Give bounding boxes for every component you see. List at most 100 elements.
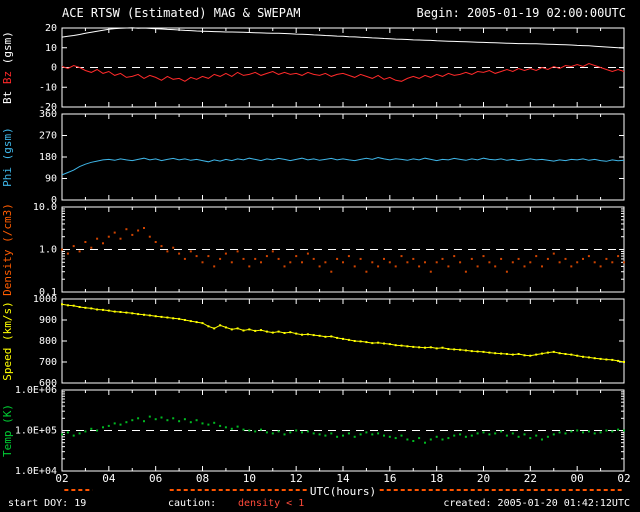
series-point-density (377, 265, 380, 268)
x-tick-label: 18 (430, 472, 443, 485)
series-point-speed (160, 315, 163, 318)
series-point-temp (529, 437, 532, 440)
series-point-temp (207, 423, 210, 426)
series-point-density (447, 265, 450, 268)
series-point-temp (412, 440, 415, 442)
series-point-temp (558, 431, 561, 434)
series-point-speed (125, 311, 128, 314)
caution-label: caution: (168, 498, 217, 509)
series-point-temp (576, 429, 579, 432)
series-point-speed (183, 319, 186, 321)
series-point-speed (529, 354, 532, 357)
series-point-speed (441, 346, 444, 349)
y-tick-label: -20 (39, 102, 57, 113)
series-point-density (301, 261, 303, 264)
series-point-density (412, 257, 415, 260)
series-point-speed (383, 342, 385, 345)
series-point-temp (459, 433, 462, 436)
series-point-temp (488, 433, 491, 436)
series-point-density (342, 261, 344, 264)
series-point-density (248, 265, 251, 268)
series-point-speed (412, 345, 415, 348)
series-point-speed (582, 355, 584, 358)
series-point-density (289, 261, 292, 264)
series-point-density (623, 261, 625, 264)
series-point-speed (599, 357, 602, 360)
series-point-density (570, 265, 573, 268)
y-axis-label: Speed (km/s) (1, 301, 14, 380)
x-tick-label: 20 (477, 472, 490, 485)
series-point-temp (418, 437, 421, 440)
series-point-temp (160, 416, 163, 419)
series-point-speed (476, 350, 479, 353)
series-point-temp (102, 426, 104, 429)
series-point-density (541, 265, 543, 268)
x-tick-label: 12 (290, 472, 303, 485)
series-point-density (201, 261, 204, 264)
series-point-temp (137, 417, 140, 420)
series-point-temp (564, 432, 567, 435)
series-point-temp (582, 431, 584, 434)
y-axis-label: Bt Bz (gsm) (1, 31, 14, 104)
series-point-density (459, 261, 462, 264)
series-point-speed (283, 332, 286, 334)
x-axis-title: UTC(hours) (306, 485, 380, 498)
series-point-density (113, 231, 116, 234)
series-point-temp (318, 433, 321, 436)
series-point-speed (336, 336, 339, 339)
series-point-density (119, 237, 122, 240)
series-point-density (312, 257, 315, 260)
series-point-speed (418, 346, 421, 349)
series-point-speed (90, 307, 93, 310)
series-point-temp (166, 419, 169, 422)
series-point-density (230, 261, 233, 264)
series-point-temp (388, 435, 391, 438)
series-point-density (154, 241, 157, 243)
series-point-density (505, 270, 508, 273)
series-point-temp (113, 422, 116, 425)
series-point-temp (271, 432, 274, 435)
series-point-density (219, 257, 222, 260)
series-point-temp (453, 434, 456, 437)
series-point-speed (207, 325, 210, 328)
x-tick-label: 02 (55, 472, 68, 485)
series-point-density (587, 255, 590, 258)
series-point-speed (517, 353, 520, 355)
series-point-density (359, 257, 362, 260)
series-point-density (166, 250, 169, 253)
series-point-speed (330, 335, 333, 338)
series-point-density (137, 229, 140, 232)
series-point-density (576, 261, 579, 264)
series-point-speed (271, 331, 274, 334)
series-point-speed (541, 352, 543, 355)
series-point-speed (570, 353, 573, 356)
x-tick-label: 16 (383, 472, 396, 485)
series-point-speed (371, 342, 374, 345)
series-point-speed (277, 330, 280, 333)
series-point-temp (570, 430, 573, 433)
series-point-speed (78, 306, 81, 308)
series-point-temp (476, 432, 479, 435)
series-point-speed (623, 361, 625, 363)
panel-phi: 360 270 180 90 0 Phi (gsm) (1, 109, 625, 206)
caution-value: density < 1 (238, 498, 305, 509)
series-point-temp (213, 421, 216, 424)
series-point-speed (494, 352, 497, 355)
x-tick-label: 22 (524, 472, 537, 485)
series-point-density (552, 252, 555, 255)
series-point-speed (113, 310, 116, 313)
series-point-density (90, 246, 93, 249)
series-point-temp (336, 435, 339, 438)
series-point-speed (488, 351, 491, 354)
series-point-temp (441, 438, 444, 441)
series-point-density (605, 257, 608, 260)
series-point-temp (482, 431, 485, 434)
series-point-speed (576, 354, 579, 357)
series-point-density (306, 252, 309, 255)
series-point-speed (306, 333, 309, 336)
series-point-temp (324, 434, 327, 437)
series-speed (61, 303, 625, 363)
series-point-speed (324, 335, 327, 338)
series-point-speed (482, 350, 485, 353)
